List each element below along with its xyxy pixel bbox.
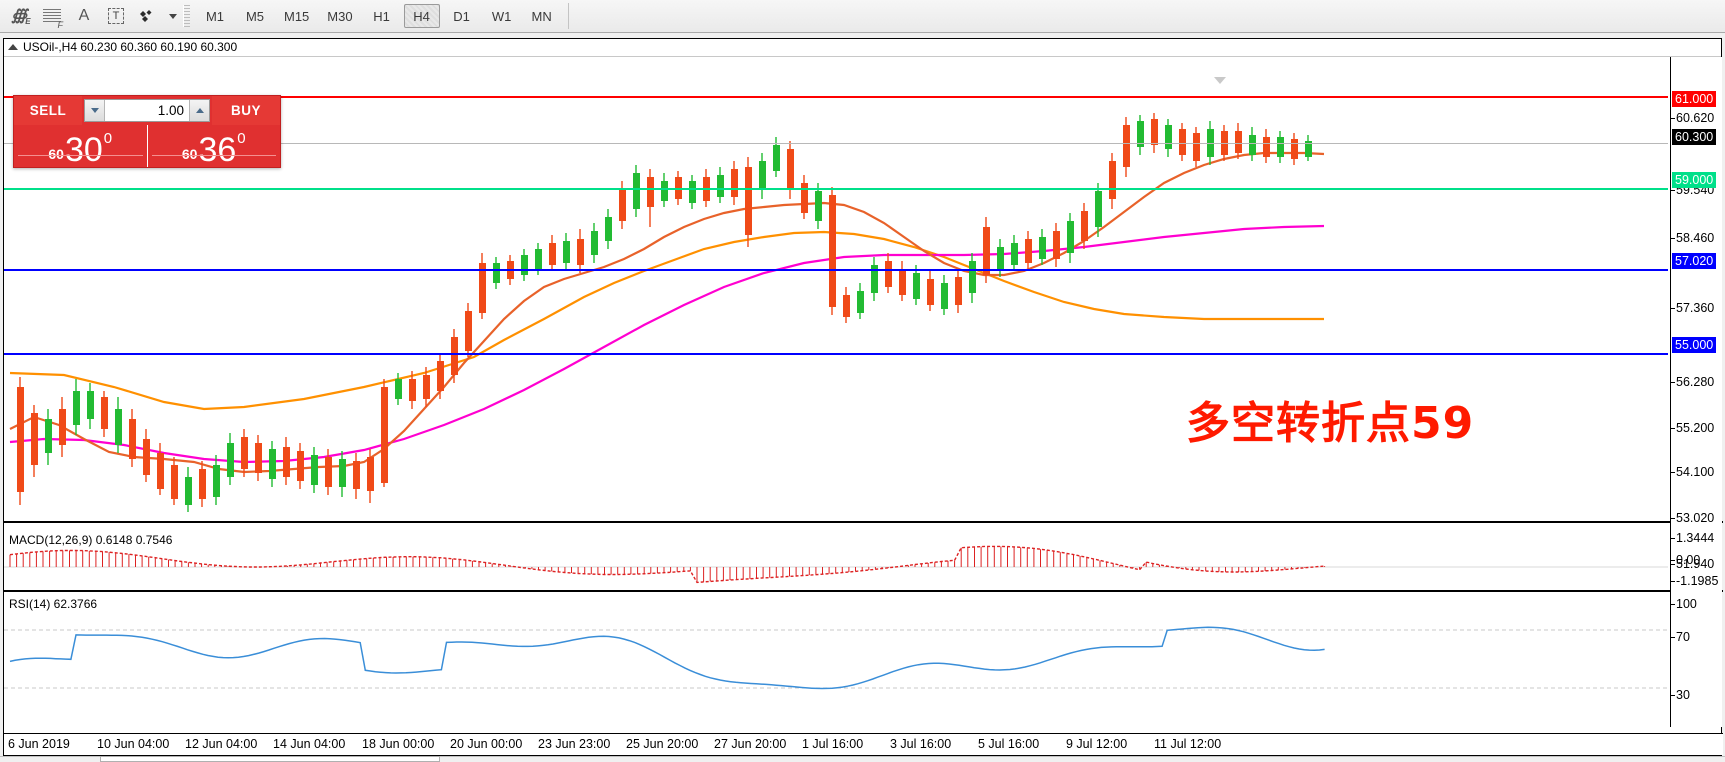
buy-price-leading: 60 — [181, 146, 198, 162]
time-label-13: 11 Jul 12:00 — [1154, 737, 1222, 751]
time-label-3: 14 Jun 04:00 — [273, 737, 346, 751]
time-label-6: 23 Jun 23:00 — [538, 737, 611, 751]
status-bar — [0, 756, 1725, 762]
timeframe-button-h4[interactable]: H4 — [403, 4, 440, 28]
time-label-9: 1 Jul 16:00 — [802, 737, 864, 751]
timeframe-group: M1 M5 M15 M30 H1 H4 D1 W1 MN — [195, 4, 562, 28]
chart-annotation[interactable]: 多空转折点59 — [1186, 398, 1475, 449]
price-chip-current-60300: 60.300 — [1672, 129, 1717, 145]
time-label-4: 18 Jun 00:00 — [362, 737, 435, 751]
price-chip-59000: 59.000 — [1672, 172, 1717, 188]
price-axis[interactable]: 60.620 59.540 58.460 57.360 56.280 55.20… — [1670, 57, 1722, 727]
sell-button[interactable]: SELL — [14, 96, 82, 125]
macd-label: MACD(12,26,9) 0.6148 0.7546 — [9, 533, 173, 547]
time-label-10: 3 Jul 16:00 — [890, 737, 952, 751]
one-click-trading-panel[interactable]: SELL 1.00 BUY 60 30 0 60 36 — [13, 95, 281, 168]
macd-tick-min: -1.1985 — [1671, 574, 1718, 588]
sell-price-display[interactable]: 60 30 0 — [14, 125, 147, 167]
elliott-wave-icon[interactable]: ∰E — [11, 7, 30, 26]
time-label-11: 5 Jul 16:00 — [978, 737, 1040, 751]
candlestick-series — [9, 113, 1325, 512]
price-tick-57360: 57.360 — [1671, 301, 1714, 315]
price-tick-53020: 53.020 — [1671, 511, 1714, 525]
timeframe-button-h1[interactable]: H1 — [373, 8, 390, 24]
macd-tick-max: 1.3444 — [1671, 531, 1714, 545]
level-line-55000[interactable] — [4, 353, 1668, 355]
volume-stepper[interactable]: 1.00 — [84, 99, 210, 122]
trade-panel-top-row: SELL 1.00 BUY — [14, 96, 280, 125]
price-tick-56280: 56.280 — [1671, 375, 1714, 389]
rsi-tick-30: 30 — [1671, 688, 1690, 702]
level-line-current-60300 — [4, 143, 1668, 144]
chart-window[interactable]: USOil-,H4 60.230 60.360 60.190 60.300 — [3, 38, 1723, 756]
time-label-8: 27 Jun 20:00 — [714, 737, 787, 751]
level-line-59000[interactable] — [4, 188, 1668, 190]
timeframe-button-m15[interactable]: M15 — [284, 8, 310, 24]
toolbar-grip[interactable] — [183, 5, 190, 27]
sell-price-decimal: 0 — [103, 130, 113, 147]
macd-tick-zero: 0.00 — [1671, 553, 1700, 567]
timeframe-button-d1[interactable]: D1 — [453, 8, 470, 24]
crosshair-marker-icon — [1214, 77, 1226, 84]
header-divider — [4, 56, 1721, 57]
pane-divider-macd[interactable] — [4, 521, 1723, 523]
status-bar-field[interactable] — [100, 756, 440, 762]
rsi-tick-100: 100 — [1671, 597, 1697, 611]
buy-price-display[interactable]: 60 36 0 — [146, 125, 281, 169]
price-tick-54100: 54.100 — [1671, 465, 1714, 479]
buy-button[interactable]: BUY — [212, 96, 280, 125]
level-line-61000[interactable] — [4, 96, 1668, 98]
rsi-pane[interactable]: RSI(14) 62.3766 — [4, 595, 1668, 727]
price-chip-57020: 57.020 — [1672, 253, 1717, 269]
price-chip-55000: 55.000 — [1672, 337, 1717, 353]
level-line-57020[interactable] — [4, 269, 1668, 271]
price-tick-51940: 51.940 — [1671, 557, 1714, 571]
time-label-0: 6 Jun 2019 — [8, 737, 70, 751]
price-chip-61000: 61.000 — [1672, 91, 1717, 107]
text-label-icon[interactable]: A — [78, 7, 90, 24]
price-tick-58460: 58.460 — [1671, 231, 1714, 245]
macd-pane[interactable]: MACD(12,26,9) 0.6148 0.7546 — [4, 531, 1668, 591]
sell-price-leading: 60 — [48, 146, 64, 162]
rsi-tick-70: 70 — [1671, 630, 1690, 644]
timeframe-button-m5[interactable]: M5 — [245, 8, 265, 24]
buy-price-main: 36 — [198, 130, 237, 169]
time-label-7: 25 Jun 20:00 — [626, 737, 699, 751]
timeframe-button-m1[interactable]: M1 — [205, 8, 225, 24]
chart-header: USOil-,H4 60.230 60.360 60.190 60.300 — [4, 39, 1721, 55]
time-axis[interactable]: 6 Jun 2019 10 Jun 04:00 12 Jun 04:00 14 Jun… — [4, 733, 1723, 755]
sell-price-main: 30 — [64, 130, 103, 169]
shapes-icon[interactable] — [133, 3, 163, 29]
text-box-icon[interactable]: T — [101, 3, 131, 29]
timeframe-button-mn[interactable]: MN — [531, 8, 552, 24]
fibonacci-icon[interactable]: F — [37, 3, 67, 30]
time-label-1: 10 Jun 04:00 — [97, 737, 170, 751]
chart-title: USOil-,H4 60.230 60.360 60.190 60.300 — [23, 40, 238, 54]
expand-triangle-icon[interactable] — [8, 44, 18, 50]
rsi-label: RSI(14) 62.3766 — [9, 597, 98, 611]
volume-input[interactable]: 1.00 — [157, 103, 184, 118]
time-label-12: 9 Jul 12:00 — [1066, 737, 1128, 751]
time-label-5: 20 Jun 00:00 — [450, 737, 523, 751]
time-label-2: 12 Jun 04:00 — [185, 737, 258, 751]
trade-panel-price-row: 60 30 0 60 36 0 — [14, 125, 280, 167]
pane-divider-rsi[interactable] — [4, 590, 1723, 592]
drawing-toolbar: ∰E F A T M1 M5 M15 M30 H1 H4 D1 W1 MN — [0, 0, 1725, 33]
volume-increase-button[interactable] — [189, 100, 209, 121]
timeframe-button-m30[interactable]: M30 — [327, 8, 353, 24]
volume-decrease-button[interactable] — [85, 100, 105, 121]
price-tick-55200: 55.200 — [1671, 421, 1714, 435]
buy-price-decimal: 0 — [237, 130, 246, 147]
price-tick-60620: 60.620 — [1671, 111, 1714, 125]
price-chart-pane[interactable]: 多空转折点59 — [4, 57, 1668, 519]
timeframe-button-w1[interactable]: W1 — [491, 8, 512, 24]
shapes-dropdown-icon[interactable] — [165, 3, 179, 29]
